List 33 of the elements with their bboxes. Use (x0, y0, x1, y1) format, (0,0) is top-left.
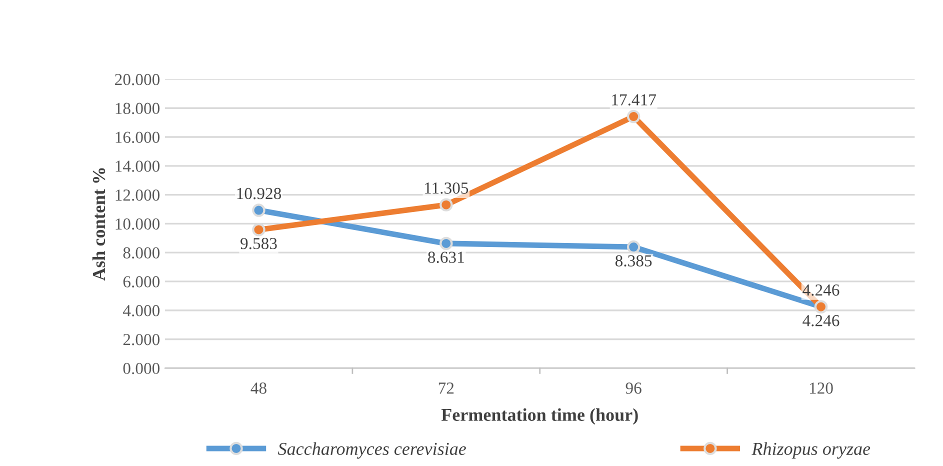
y-tick-label: 10.000 (116, 218, 160, 230)
x-tick-label: 72 (438, 382, 454, 394)
legend-label: Saccharomyces cerevisiae (278, 442, 466, 459)
data-label: 11.305 (425, 182, 468, 194)
data-label: 17.417 (612, 94, 656, 106)
x-tick-label: 48 (250, 382, 266, 394)
data-label: 9.583 (240, 238, 277, 250)
y-tick-label: 20.000 (115, 74, 160, 86)
point (626, 240, 640, 254)
x-axis-title: Fermentation time (hour) (441, 408, 638, 425)
y-tick-label: 12.000 (116, 189, 160, 201)
y-tick-label: 4.000 (122, 305, 160, 316)
point (440, 198, 453, 212)
data-label: 8.385 (615, 255, 652, 267)
y-tick-label: 2.000 (123, 334, 160, 346)
point (626, 110, 640, 124)
data-label: 10.928 (237, 188, 282, 200)
y-axis-title: Ash content % (92, 168, 106, 281)
y-tick-label: 8.000 (123, 247, 160, 259)
data-label: 4.246 (802, 284, 840, 296)
legend-label: Rhizopus oryzae (752, 442, 870, 459)
y-tick-label: 6.000 (123, 276, 160, 288)
data-label: 8.631 (428, 252, 464, 263)
y-tick-label: 16.000 (116, 132, 160, 144)
point (440, 236, 453, 250)
data-label: 4.246 (802, 315, 840, 326)
x-tick-label: 120 (810, 382, 833, 394)
y-tick-label: 14.000 (116, 160, 160, 172)
point (252, 204, 266, 217)
y-tick-label: 0.000 (123, 362, 160, 374)
y-tick-label: 18.000 (116, 102, 160, 114)
x-tick-label: 96 (626, 382, 642, 394)
point (252, 223, 266, 236)
